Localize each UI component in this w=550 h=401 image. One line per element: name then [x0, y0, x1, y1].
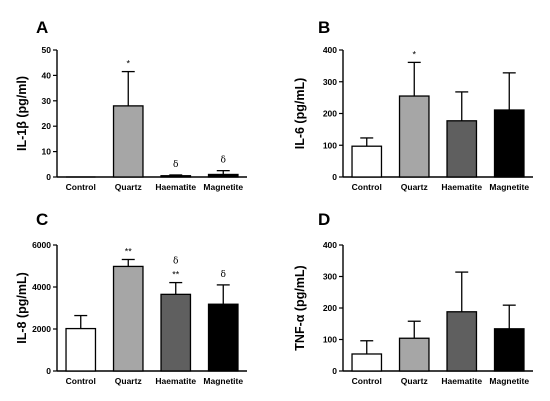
bar-control [65, 327, 97, 372]
y-tick-label: 100 [323, 335, 337, 345]
panel-letter: A [36, 18, 48, 37]
y-tick-label: 20 [42, 121, 52, 131]
y-tick-label: 200 [323, 303, 337, 313]
x-tick-label-haematite: Haematite [155, 182, 196, 192]
x-tick-label-control: Control [352, 376, 382, 386]
bar-control [351, 145, 383, 178]
y-tick-label: 400 [323, 240, 337, 250]
bar-magnetite [207, 173, 239, 178]
x-tick-label-control: Control [352, 182, 382, 192]
bar-quartz [112, 265, 144, 372]
bar-quartz [112, 105, 144, 178]
y-tick-label: 300 [323, 77, 337, 87]
x-tick-label-magnetite: Magnetite [203, 182, 243, 192]
y-axis-label: IL-8 (pg/mL) [15, 272, 29, 344]
x-tick-label-haematite: Haematite [441, 376, 482, 386]
panel-c: C IL-8 (pg/mL) 0 2000 4000 6000 Control ** Quart… [15, 210, 247, 386]
significance-star: ** [125, 246, 133, 256]
y-tick-label: 6000 [32, 240, 51, 250]
x-tick-label-control: Control [66, 182, 96, 192]
y-axis-label: IL-1β (pg/ml) [15, 76, 29, 151]
significance-delta: δ [173, 257, 178, 267]
x-tick-label-magnetite: Magnetite [203, 376, 243, 386]
y-tick-label: 10 [42, 147, 52, 157]
y-axis-label: TNF-α (pg/mL) [293, 265, 307, 350]
x-tick-label-haematite: Haematite [155, 376, 196, 386]
y-tick-label: 0 [332, 172, 337, 182]
bar-magnetite [493, 109, 525, 178]
significance-delta: δ [173, 160, 178, 170]
significance-delta: δ [221, 156, 226, 166]
bar-haematite [446, 120, 478, 178]
y-axis-label: IL-6 (pg/mL) [293, 78, 307, 150]
y-tick-label: 30 [42, 96, 52, 106]
y-tick-label: 2000 [32, 324, 51, 334]
significance-star: * [126, 59, 130, 69]
significance-delta: δ [221, 270, 226, 280]
significance-star: ** [172, 270, 180, 280]
x-tick-label-control: Control [66, 376, 96, 386]
bar-haematite [160, 175, 192, 178]
y-tick-label: 0 [46, 366, 51, 376]
bar-control [351, 353, 383, 372]
x-tick-label-magnetite: Magnetite [489, 376, 529, 386]
panel-letter: D [318, 210, 330, 229]
x-tick-label-quartz: Quartz [115, 182, 142, 192]
panel-a: A IL-1β (pg/ml) 0 10 20 30 40 50 Control * Quartz δ… [15, 18, 247, 192]
panel-d: D TNF-α (pg/mL) 0 100 200 300 400 Control Quartz… [293, 210, 533, 386]
bar-magnetite [493, 328, 525, 372]
y-tick-label: 50 [42, 45, 52, 55]
panel-b: B IL-6 (pg/mL) 0 100 200 300 400 Control * Quartz… [293, 18, 533, 192]
y-tick-label: 0 [46, 172, 51, 182]
y-tick-label: 300 [323, 272, 337, 282]
x-tick-label-haematite: Haematite [441, 182, 482, 192]
bar-magnetite [207, 303, 239, 372]
panel-letter: C [36, 210, 48, 229]
x-tick-label-quartz: Quartz [401, 182, 428, 192]
significance-star: * [412, 49, 416, 59]
x-tick-label-magnetite: Magnetite [489, 182, 529, 192]
y-tick-label: 400 [323, 45, 337, 55]
x-tick-label-quartz: Quartz [401, 376, 428, 386]
bar-quartz [398, 95, 430, 178]
x-tick-label-quartz: Quartz [115, 376, 142, 386]
panel-letter: B [318, 18, 330, 37]
y-tick-label: 4000 [32, 282, 51, 292]
y-tick-label: 40 [42, 70, 52, 80]
y-tick-label: 200 [323, 109, 337, 119]
bar-quartz [398, 337, 430, 372]
bar-haematite [446, 311, 478, 372]
y-tick-label: 0 [332, 366, 337, 376]
bar-haematite [160, 293, 192, 372]
y-tick-label: 100 [323, 140, 337, 150]
